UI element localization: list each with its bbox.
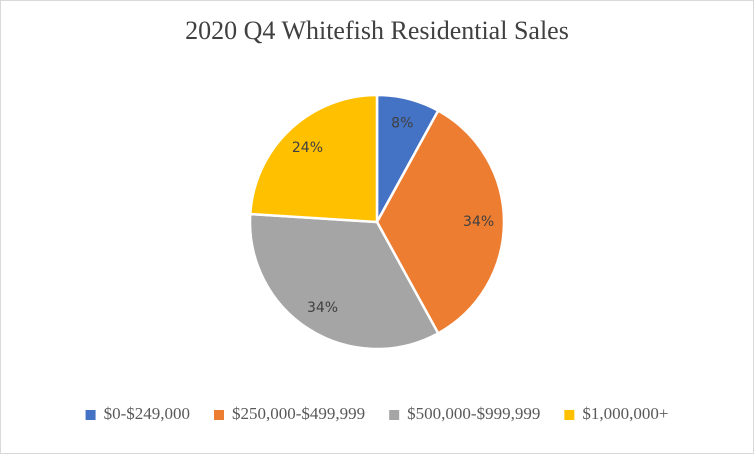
- pie-slice: [248, 212, 440, 351]
- legend-marker: [213, 410, 224, 420]
- chart-title: 2020 Q4 Whitefish Residential Sales: [185, 16, 569, 45]
- data-label: 24%: [292, 140, 323, 156]
- data-label: 34%: [463, 214, 494, 230]
- legend-label: $0-$249,000: [104, 404, 190, 423]
- legend-label: $500,000-$999,999: [407, 404, 540, 423]
- legend-marker: [85, 410, 96, 420]
- data-label: 34%: [307, 300, 338, 316]
- legend-marker: [564, 410, 575, 420]
- data-label: 8%: [391, 116, 413, 132]
- legend-marker: [389, 410, 400, 420]
- pie-slice: [249, 93, 379, 224]
- legend-label: $250,000-$499,999: [232, 404, 365, 423]
- legend-label: $1,000,000+: [582, 404, 668, 423]
